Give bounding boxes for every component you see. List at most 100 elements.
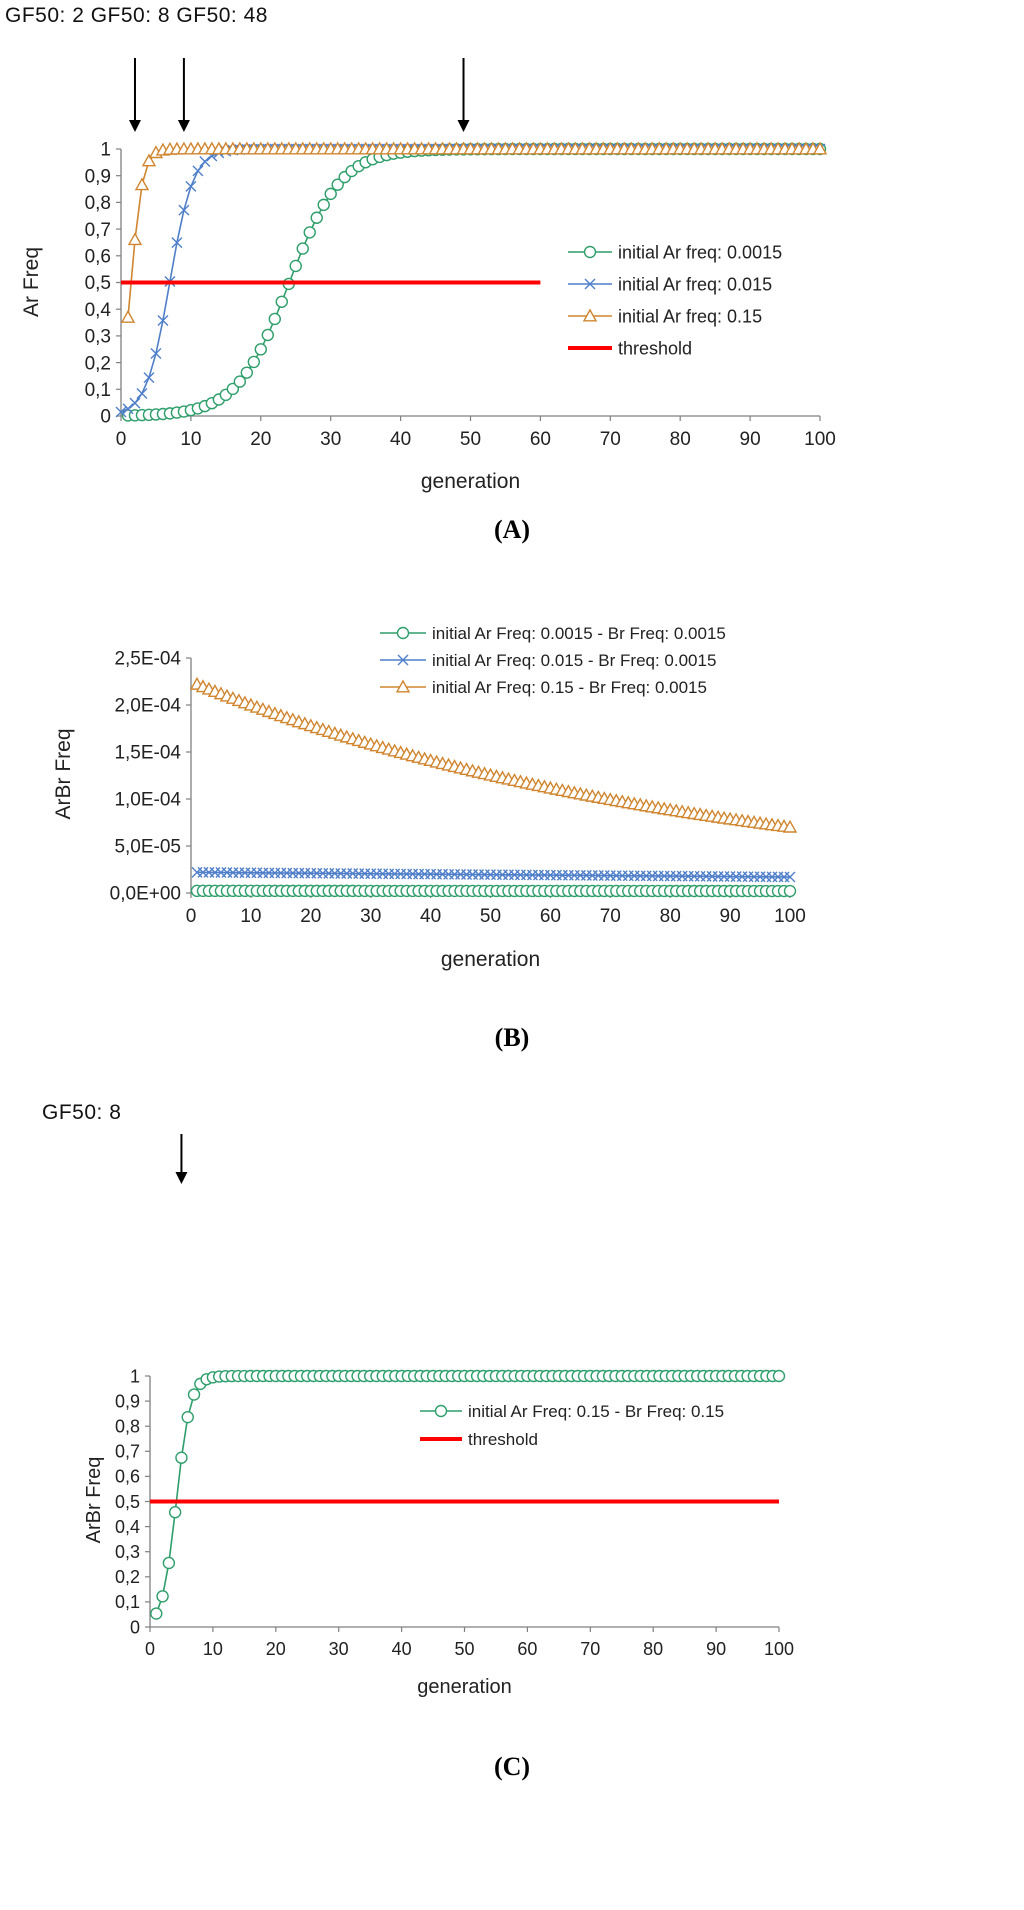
x-tick-label: 10 xyxy=(180,429,201,450)
data-point xyxy=(772,1369,786,1383)
y-tick-label: 0,7 xyxy=(85,220,111,241)
y-tick-label: 2,0E-04 xyxy=(114,696,181,717)
data-point xyxy=(134,177,150,191)
y-tick-label: 0,2 xyxy=(115,1567,140,1587)
data-point xyxy=(168,1506,182,1519)
data-point xyxy=(247,355,261,369)
legend: initial Ar Freq: 0.15 - Br Freq: 0.15 thr… xyxy=(420,1402,724,1449)
series-line xyxy=(196,683,791,828)
x-tick-label: 10 xyxy=(203,1639,223,1659)
data-point xyxy=(784,871,796,883)
y-axis-label: Ar Freq xyxy=(20,247,43,317)
panel-label: (C) xyxy=(494,1752,530,1781)
legend-marker xyxy=(584,278,596,290)
legend: initial Ar freq: 0.0015 initial Ar freq: … xyxy=(568,242,782,358)
data-point xyxy=(150,1607,163,1620)
data-point xyxy=(157,314,169,326)
panel-label-close: ) xyxy=(521,1023,530,1052)
y-tick-label: 0,3 xyxy=(115,1542,140,1562)
x-tick-label: 0 xyxy=(116,429,127,450)
gf50-arrow-head xyxy=(177,120,190,132)
x-tick-label: 50 xyxy=(460,429,481,450)
x-tick-label: 70 xyxy=(600,429,621,450)
data-point xyxy=(240,366,254,379)
gf50-arrow-head xyxy=(128,120,141,132)
y-tick-label: 0 xyxy=(100,407,111,428)
panel-label-letter: A xyxy=(503,515,522,544)
data-point xyxy=(156,1590,169,1603)
panel-label-close: ) xyxy=(521,515,530,544)
y-axis-label: ArBr Freq xyxy=(83,1457,105,1544)
x-tick-label: 20 xyxy=(250,429,271,450)
x-axis-label: generation xyxy=(417,1676,512,1698)
y-tick-label: 1 xyxy=(100,140,111,161)
legend-marker xyxy=(396,626,410,640)
series-2 xyxy=(191,866,796,883)
panel-label-letter: B xyxy=(503,1023,520,1052)
x-tick-label: 100 xyxy=(804,429,836,450)
data-point xyxy=(296,242,309,255)
y-tick-label: 0,8 xyxy=(85,193,111,214)
data-point xyxy=(178,204,190,216)
data-point xyxy=(162,1556,176,1570)
x-tick-label: 30 xyxy=(320,429,341,450)
legend-label: initial Ar Freq: 0.015 - Br Freq: 0.0015 xyxy=(432,651,716,670)
y-tick-label: 0,1 xyxy=(85,380,111,401)
x-tick-label: 100 xyxy=(774,906,806,927)
series-3 xyxy=(120,141,828,323)
x-tick-label: 80 xyxy=(670,429,691,450)
y-axis-label: ArBr Freq xyxy=(52,728,75,819)
data-point xyxy=(150,347,162,359)
y-tick-label: 0,0E+00 xyxy=(110,884,181,905)
series-1 xyxy=(150,1369,786,1620)
panel-label-open: ( xyxy=(494,515,503,544)
data-point xyxy=(141,153,157,167)
x-axis-label: generation xyxy=(421,470,520,493)
x-tick-label: 20 xyxy=(266,1639,286,1659)
panel-label-open: ( xyxy=(495,1023,504,1052)
x-tick-label: 20 xyxy=(300,906,321,927)
data-point xyxy=(289,259,302,273)
y-tick-label: 1 xyxy=(130,1366,140,1386)
x-tick-label: 60 xyxy=(517,1639,537,1659)
legend: initial Ar Freq: 0.0015 - Br Freq: 0.001… xyxy=(380,624,726,697)
y-tick-label: 0,9 xyxy=(115,1391,140,1411)
y-tick-label: 0,6 xyxy=(115,1467,140,1487)
legend-label: initial Ar freq: 0.0015 xyxy=(618,242,782,262)
panel-label: (B) xyxy=(495,1023,530,1052)
legend-label: initial Ar Freq: 0.0015 - Br Freq: 0.001… xyxy=(432,624,726,643)
data-point xyxy=(120,309,136,323)
y-tick-label: 0,5 xyxy=(85,273,111,294)
legend-marker xyxy=(583,245,597,259)
data-point xyxy=(127,232,143,246)
gf50-arrow-head xyxy=(175,1172,188,1184)
y-tick-label: 0,4 xyxy=(85,300,112,321)
x-tick-label: 0 xyxy=(186,906,197,927)
x-tick-label: 30 xyxy=(329,1639,349,1659)
series-line xyxy=(196,871,791,878)
data-point xyxy=(187,1388,201,1401)
y-tick-label: 0,7 xyxy=(115,1442,140,1462)
y-tick-label: 2,5E-04 xyxy=(114,649,181,670)
y-tick-label: 0,1 xyxy=(115,1592,140,1612)
panel-c-chart: 0 10 20 30 40 50 60 70 80 90 100 0 0,1 0,2 0,3 0,4 0,5 0,… xyxy=(42,1101,794,1781)
data-point xyxy=(143,372,155,384)
legend-marker xyxy=(395,679,411,693)
data-point xyxy=(129,397,141,409)
data-point xyxy=(122,403,134,415)
data-point xyxy=(268,312,281,326)
y-tick-label: 0,2 xyxy=(85,353,111,374)
panel-b-chart: 0 10 20 30 40 50 60 70 80 90 100 0,0E+00 5,0E-05 1,0E… xyxy=(52,624,806,1052)
x-tick-label: 90 xyxy=(706,1639,726,1659)
y-tick-label: 1,5E-04 xyxy=(114,743,181,764)
x-tick-label: 90 xyxy=(720,906,741,927)
y-tick-label: 1,0E-04 xyxy=(114,790,181,811)
y-tick-label: 0,5 xyxy=(115,1492,140,1512)
legend-label: threshold xyxy=(468,1430,538,1449)
x-tick-label: 50 xyxy=(480,906,501,927)
legend-marker xyxy=(434,1404,448,1418)
x-tick-label: 30 xyxy=(360,906,381,927)
legend-label: initial Ar Freq: 0.15 - Br Freq: 0.15 xyxy=(468,1402,724,1421)
data-point xyxy=(181,1410,194,1424)
